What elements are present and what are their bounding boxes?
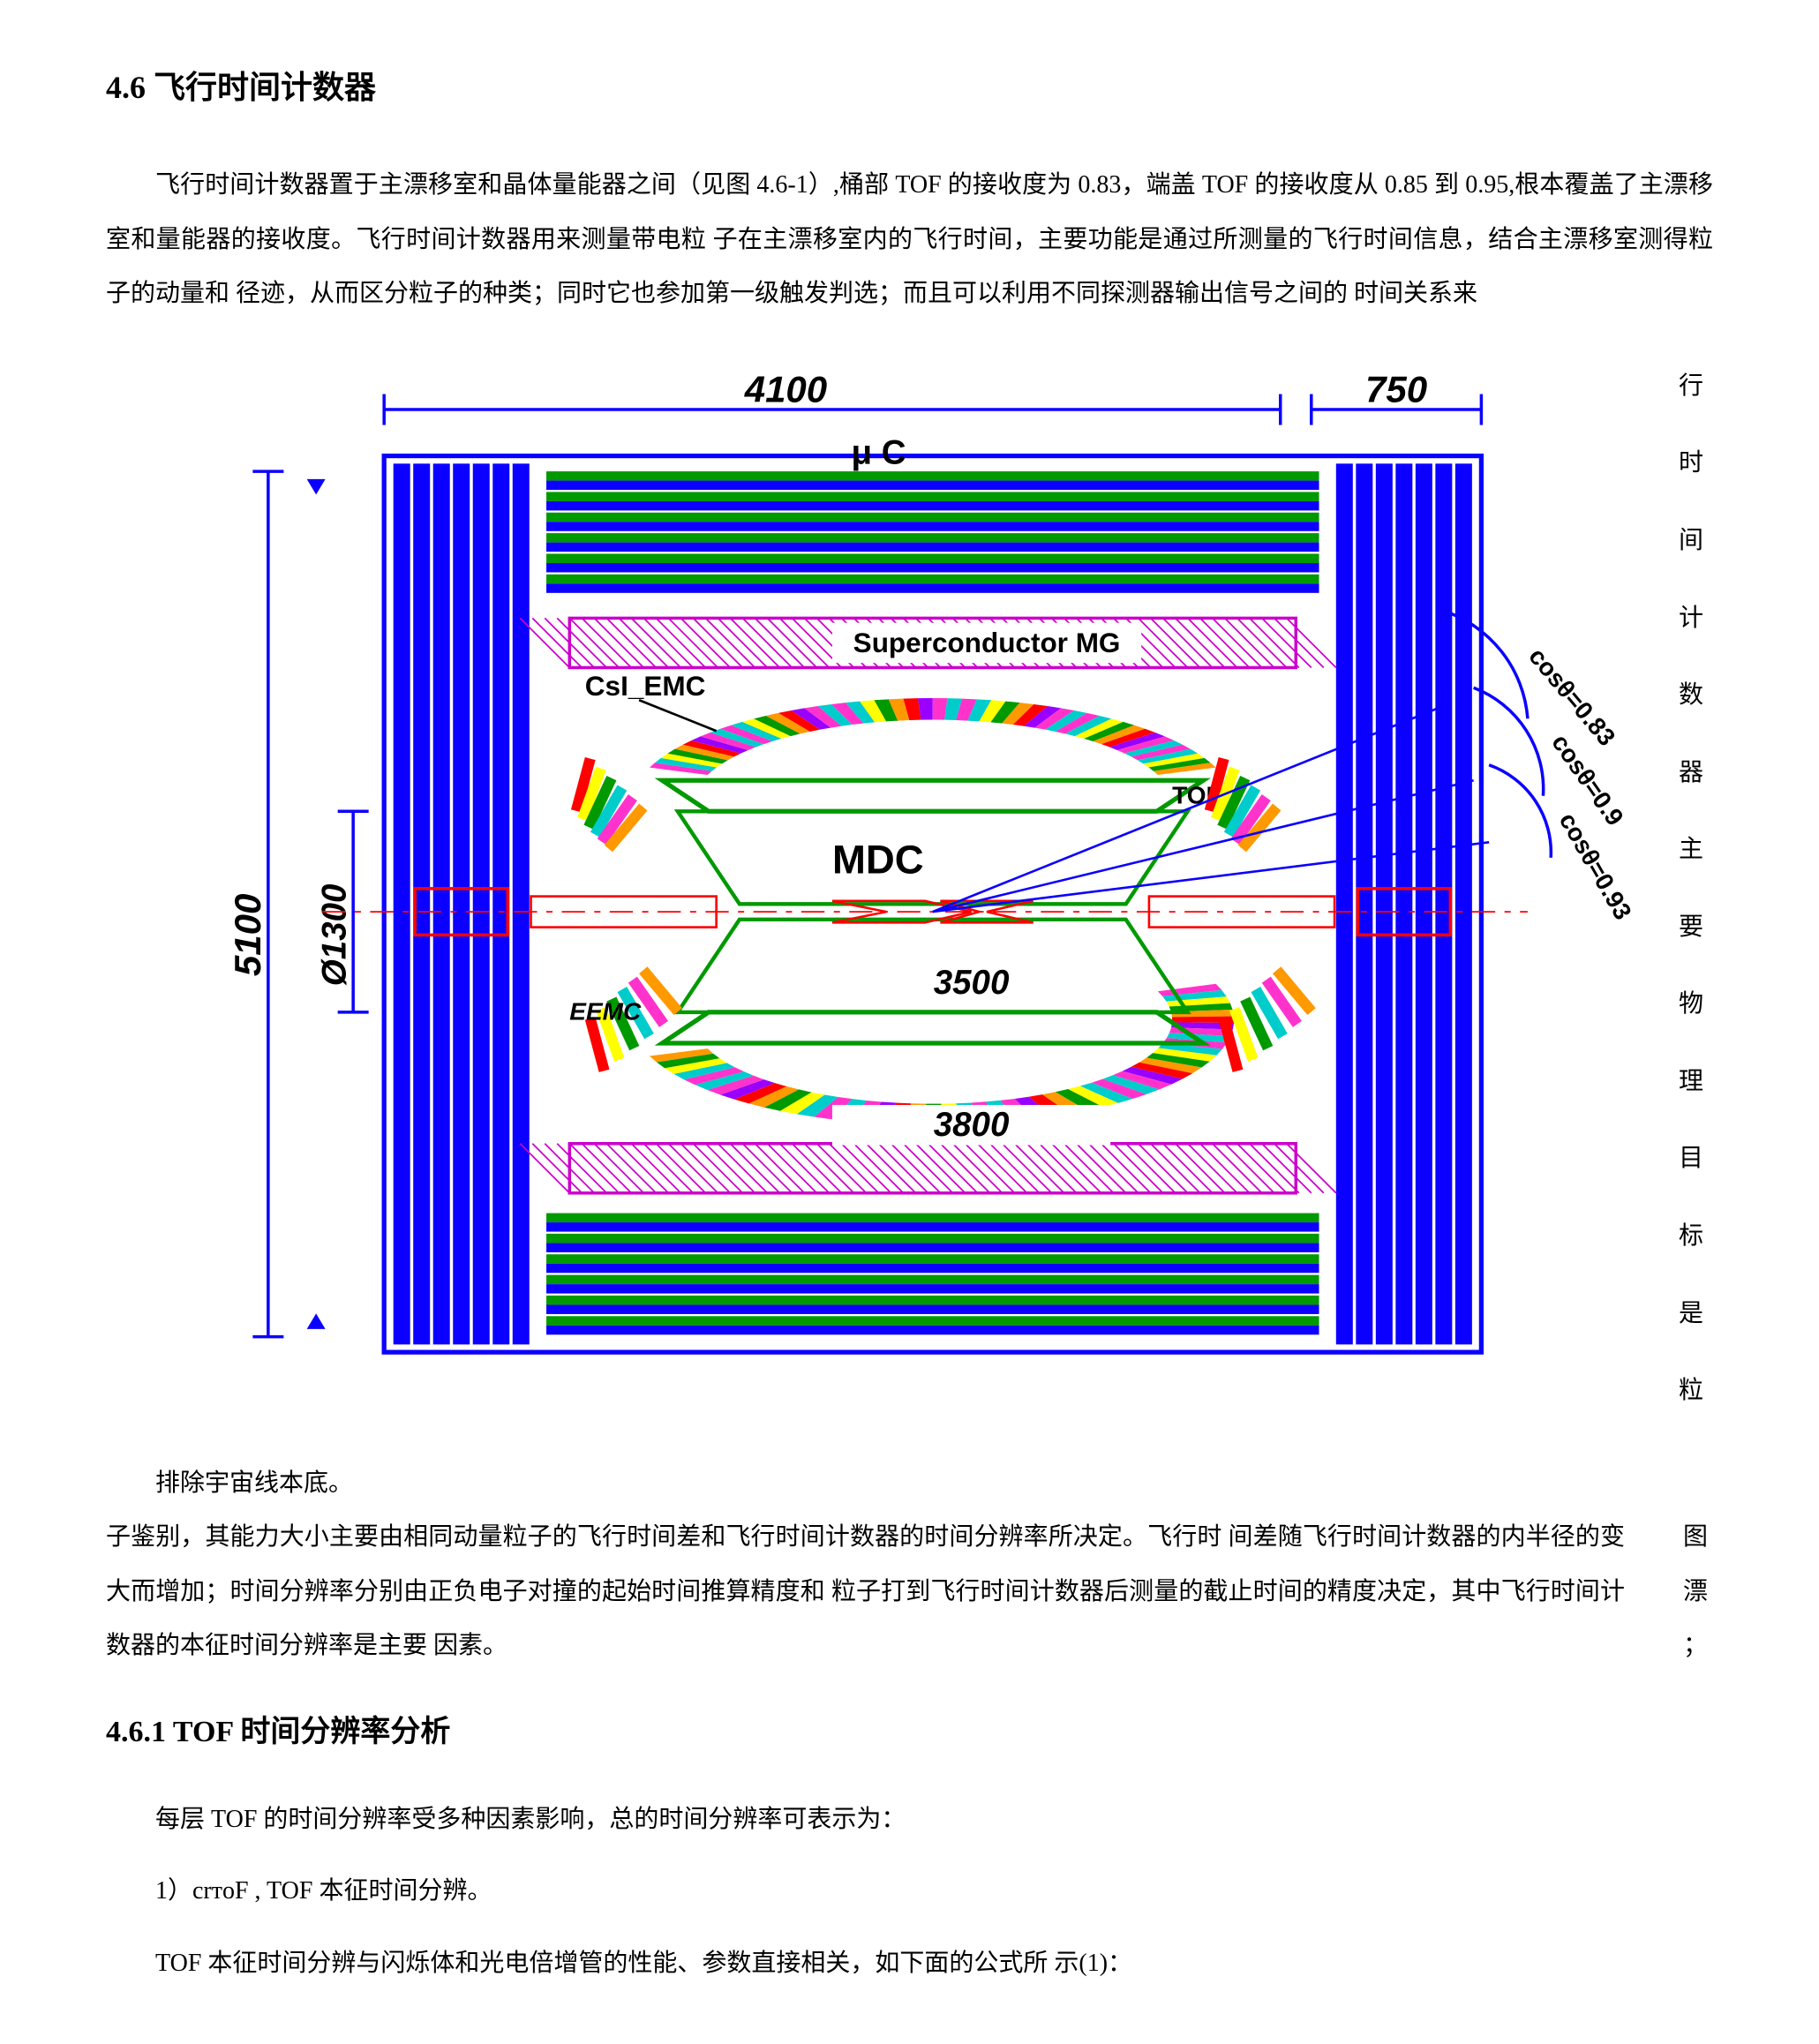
svg-text:5100: 5100 [227,894,268,976]
svg-text:MDC: MDC [832,837,924,882]
svg-text:3800: 3800 [934,1106,1010,1144]
float-char: 图 [1683,1510,1708,1565]
vertical-char: 计 [1679,591,1703,646]
vertical-char: 是 [1679,1287,1703,1341]
paragraph-4: TOF 本征时间分辨与闪烁体和光电倍增管的性能、参数直接相关，如下面的公式所 示… [106,1936,1713,1991]
figure-container: 4100 750 5100 Ø1300 μ C Superconductor MG CsI_… [106,348,1651,1430]
vertical-char: 物 [1679,977,1703,1032]
svg-text:4100: 4100 [744,368,827,410]
paragraph-intro: 飞行时间计数器置于主漂移室和晶体量能器之间（见图 4.6-1）,桶部 TOF 的… [106,158,1713,321]
vertical-char: 时 [1679,436,1703,491]
figure-row: 4100 750 5100 Ø1300 μ C Superconductor MG CsI_… [106,348,1713,1430]
vertical-char: 理 [1679,1055,1703,1109]
svg-text:750: 750 [1365,368,1427,410]
svg-text:μ C: μ C [851,433,906,471]
paragraph-2: 子鉴别，其能力大小主要由相同动量粒子的飞行时间差和飞行时间计数器的时间分辨率所决… [106,1510,1713,1673]
float-char: 漂 [1683,1565,1708,1619]
vertical-char: 数 [1679,668,1703,723]
paragraph-3: 每层 TOF 的时间分辨率受多种因素影响，总的时间分辨率可表示为： [106,1792,1713,1847]
right-float-text: 图漂； [1678,1510,1713,1651]
vertical-char: 器 [1679,746,1703,800]
vertical-char: 目 [1679,1131,1703,1186]
vertical-char: 要 [1679,900,1703,955]
vertical-char: 标 [1679,1209,1703,1264]
svg-text:Superconductor MG: Superconductor MG [853,627,1121,658]
vertical-char: 间 [1679,514,1703,568]
svg-text:EEMC: EEMC [569,998,642,1026]
insert-line: 排除宇宙线本底。 [106,1456,1713,1511]
float-char: ； [1683,1619,1708,1673]
svg-text:Ø1300: Ø1300 [315,883,353,986]
list-item-1: 1）crтoF , TOF 本征时间分辨。 [106,1864,1713,1919]
svg-text:3500: 3500 [934,964,1010,1002]
svg-text:CsI_EMC: CsI_EMC [585,670,706,702]
vertical-char: 粒 [1679,1364,1703,1418]
vertical-char: 行 [1679,359,1703,414]
detector-diagram: 4100 750 5100 Ø1300 μ C Superconductor MG CsI_… [106,348,1651,1430]
section-heading: 4.6 飞行时间计数器 [106,53,1713,123]
subsection-heading: 4.6.1 TOF 时间分辨率分析 [106,1700,1713,1766]
vertical-char: 主 [1679,823,1703,877]
vertical-text-strip: 行时间计数器主要物理目标是粒 [1669,348,1713,1430]
